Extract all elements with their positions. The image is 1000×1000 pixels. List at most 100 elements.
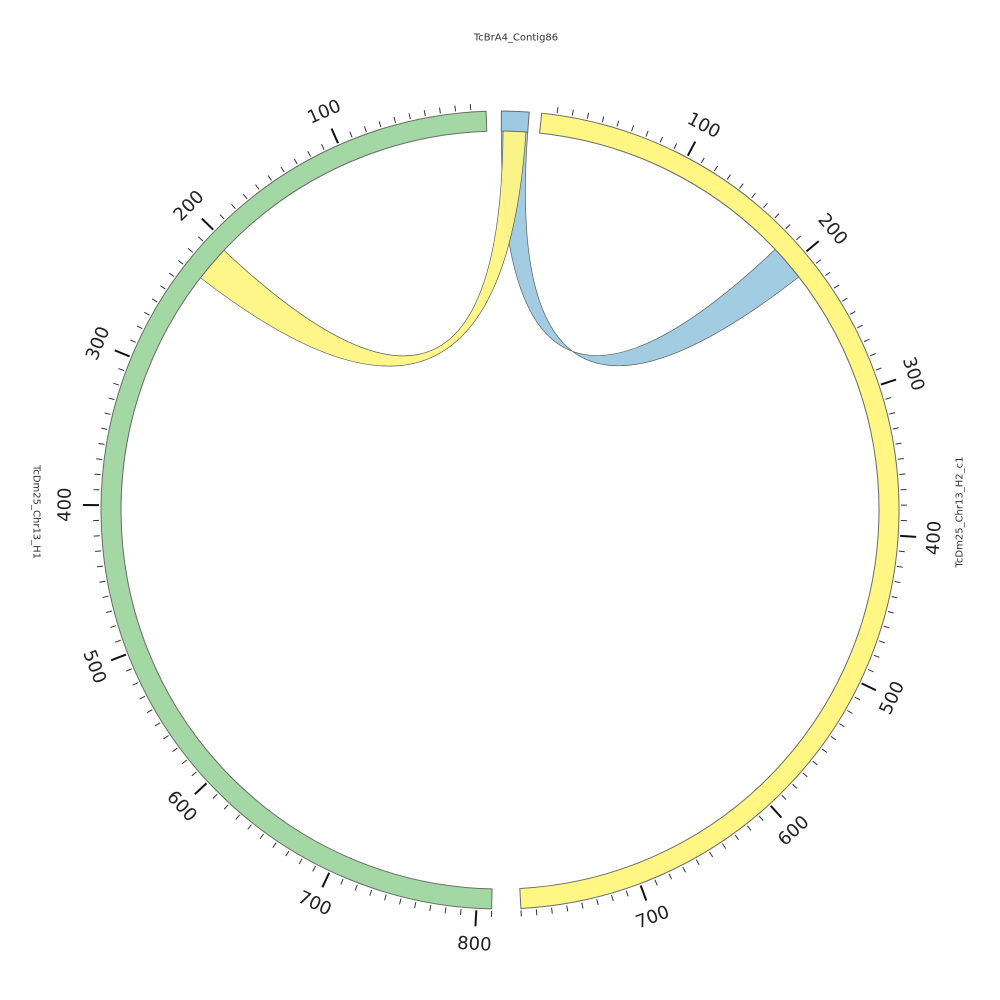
minor-tick-h1-520 bbox=[132, 682, 139, 686]
minor-tick-h1-240 bbox=[168, 272, 175, 277]
minor-tick-h1-440 bbox=[96, 565, 104, 568]
minor-tick-h2-750 bbox=[566, 905, 569, 912]
minor-tick-h1-720 bbox=[354, 884, 358, 891]
minor-tick-h1-680 bbox=[298, 858, 303, 865]
minor-tick-h2-690 bbox=[654, 879, 658, 886]
minor-tick-h2-330 bbox=[892, 427, 899, 430]
minor-tick-h2-180 bbox=[785, 224, 791, 230]
minor-tick-h1-530 bbox=[139, 695, 146, 700]
labels-layer: 1002003004005006007001002003004005006007… bbox=[31, 33, 966, 956]
minor-tick-h2-670 bbox=[682, 866, 686, 873]
minor-tick-h2-540 bbox=[830, 736, 837, 741]
minor-tick-h1-760 bbox=[414, 901, 417, 909]
major-tick-h2-200 bbox=[805, 240, 820, 253]
minor-tick-h2-760 bbox=[551, 907, 553, 914]
minor-tick-h2-740 bbox=[581, 902, 584, 909]
minor-tick-h2-110 bbox=[700, 157, 705, 164]
minor-tick-h2-560 bbox=[812, 760, 818, 766]
minor-tick-h1-20 bbox=[454, 105, 457, 112]
minor-tick-h1-350 bbox=[101, 427, 108, 430]
minor-tick-h2-640 bbox=[722, 843, 727, 849]
minor-tick-h1-360 bbox=[98, 442, 105, 445]
minor-tick-h1-480 bbox=[110, 625, 117, 628]
tick-label-h1-700: 700 bbox=[295, 887, 335, 921]
major-tick-h1-600 bbox=[194, 782, 208, 795]
minor-tick-h1-110 bbox=[321, 144, 325, 150]
minor-tick-h1-80 bbox=[363, 126, 367, 133]
minor-tick-h1-450 bbox=[99, 580, 106, 583]
minor-tick-h1-150 bbox=[267, 175, 272, 181]
minor-tick-h1-270 bbox=[144, 311, 150, 316]
minor-tick-h2-10 bbox=[556, 107, 559, 114]
minor-tick-h2-60 bbox=[631, 125, 635, 132]
major-tick-h2-500 bbox=[861, 682, 877, 692]
minor-tick-h2-30 bbox=[586, 112, 590, 119]
minor-tick-h1-550 bbox=[154, 722, 161, 727]
minor-tick-h2-480 bbox=[873, 654, 880, 658]
minor-tick-h1-750 bbox=[399, 898, 402, 905]
minor-tick-h2-570 bbox=[802, 772, 808, 778]
major-tick-h1-200 bbox=[201, 217, 214, 231]
minor-tick-h1-640 bbox=[247, 824, 252, 830]
minor-tick-h1-380 bbox=[94, 473, 101, 476]
minor-tick-h2-460 bbox=[883, 625, 890, 629]
minor-tick-h2-160 bbox=[763, 202, 768, 209]
minor-tick-h1-710 bbox=[340, 878, 344, 885]
major-tick-h2-600 bbox=[769, 805, 783, 819]
segment-contig bbox=[500, 110, 530, 133]
major-tick-h1-500 bbox=[110, 653, 127, 662]
minor-tick-h1-130 bbox=[293, 158, 298, 165]
minor-tick-h2-270 bbox=[863, 338, 870, 343]
minor-tick-h2-240 bbox=[842, 297, 848, 302]
minor-tick-h2-360 bbox=[899, 473, 906, 476]
minor-tick-h2-350 bbox=[897, 458, 904, 460]
minor-tick-h1-330 bbox=[108, 397, 115, 401]
links-layer bbox=[200, 130, 800, 367]
minor-tick-h2-450 bbox=[887, 610, 894, 614]
minor-tick-h1-540 bbox=[146, 709, 153, 714]
minor-tick-h1-770 bbox=[429, 904, 432, 911]
major-tick-h1-700 bbox=[321, 872, 331, 888]
minor-tick-h1-790 bbox=[460, 909, 462, 916]
minor-tick-h1-630 bbox=[235, 814, 241, 820]
minor-tick-h2-190 bbox=[796, 235, 802, 241]
minor-tick-h1-650 bbox=[259, 833, 265, 840]
minor-tick-h2-170 bbox=[774, 213, 780, 219]
segment-label-contig: TcBrA4_Contig86 bbox=[473, 33, 558, 44]
minor-tick-h1-670 bbox=[285, 850, 290, 857]
minor-tick-h1-220 bbox=[187, 248, 194, 253]
minor-tick-h1-280 bbox=[136, 325, 143, 330]
minor-tick-h1-190 bbox=[219, 214, 225, 220]
minor-tick-h2-80 bbox=[659, 136, 663, 143]
minor-tick-h2-40 bbox=[601, 116, 605, 123]
minor-tick-h2-550 bbox=[821, 748, 828, 753]
minor-tick-h1-370 bbox=[96, 458, 103, 460]
minor-tick-h1-160 bbox=[255, 184, 260, 190]
minor-tick-h2-730 bbox=[596, 899, 599, 906]
tick-label-h2-200: 200 bbox=[813, 210, 851, 250]
minor-tick-h1-620 bbox=[223, 804, 229, 810]
tick-label-h1-500: 500 bbox=[78, 647, 110, 687]
minor-tick-h2-290 bbox=[875, 367, 882, 371]
tick-label-h1-800: 800 bbox=[457, 933, 493, 956]
minor-tick-h2-650 bbox=[709, 851, 714, 858]
minor-tick-h1-510 bbox=[126, 668, 132, 672]
minor-tick-h2-320 bbox=[889, 412, 896, 415]
minor-tick-h2-230 bbox=[833, 284, 840, 289]
minor-tick-h1-180 bbox=[231, 203, 236, 210]
minor-tick-h1-310 bbox=[118, 368, 125, 372]
minor-tick-h2-710 bbox=[625, 890, 629, 897]
tick-label-h1-400: 400 bbox=[54, 487, 75, 522]
minor-tick-h2-530 bbox=[839, 723, 845, 728]
minor-tick-h2-680 bbox=[668, 873, 672, 880]
minor-tick-h2-490 bbox=[867, 668, 874, 673]
minor-tick-h2-470 bbox=[878, 640, 885, 644]
minor-tick-h1-740 bbox=[384, 894, 387, 901]
minor-tick-h2-280 bbox=[869, 353, 876, 357]
minor-tick-h1-90 bbox=[349, 131, 353, 138]
minor-tick-h2-150 bbox=[751, 192, 756, 199]
minor-tick-h1-40 bbox=[423, 110, 426, 117]
minor-tick-h1-140 bbox=[280, 166, 285, 173]
